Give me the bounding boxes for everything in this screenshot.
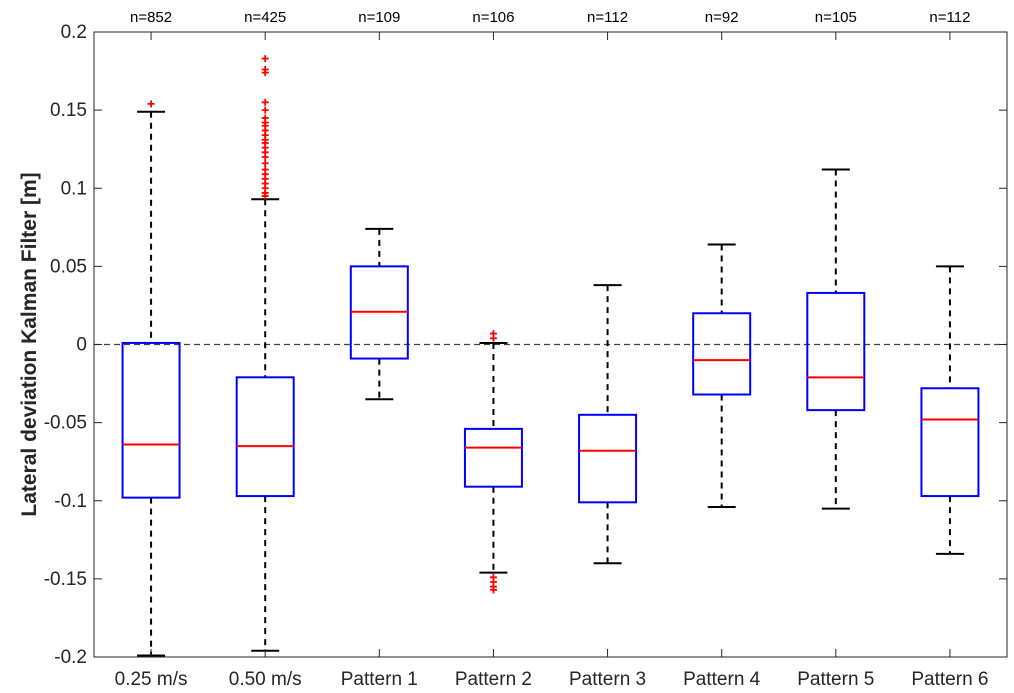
- sample-count-label: n=112: [929, 9, 970, 26]
- sample-counts: n=852 n=425 n=109 n=106 n=112 n=92 n=105 n=112: [130, 9, 970, 26]
- sample-count-label: n=852: [130, 9, 172, 26]
- y-tick-label: -0.2: [54, 647, 87, 668]
- x-tick-label: 0.25 m/s: [115, 669, 188, 690]
- box-6: [692, 243, 752, 508]
- y-tick-label: 0.2: [61, 22, 87, 43]
- outlier-marker: [261, 98, 269, 106]
- sample-count-label: n=105: [815, 9, 857, 26]
- sample-count-label: n=92: [705, 9, 739, 26]
- y-tick-label: 0.05: [50, 256, 87, 277]
- outlier-marker: [261, 106, 269, 114]
- outlier-marker: [489, 330, 497, 338]
- box-iqr: [692, 312, 752, 396]
- x-tick-label: Pattern 1: [341, 669, 418, 690]
- y-tick-label: 0.15: [50, 100, 87, 121]
- box-3: [349, 227, 409, 401]
- box-iqr: [235, 376, 295, 498]
- outlier-marker: [261, 114, 269, 122]
- x-tick-label: Pattern 3: [569, 669, 646, 690]
- y-tick-label: -0.15: [44, 569, 87, 590]
- y-axis: -0.2 -0.15 -0.1 -0.05 0 0.05 0.1 0.15 0.2: [44, 22, 1007, 668]
- box-iqr: [121, 341, 181, 499]
- sample-count-label: n=106: [472, 9, 514, 26]
- x-tick-label: Pattern 4: [683, 669, 761, 690]
- outlier-marker: [261, 166, 269, 173]
- x-axis: 0.25 m/s 0.50 m/s Pattern 1 Pattern 2 Patter…: [115, 32, 988, 690]
- box-iqr: [806, 291, 866, 412]
- box-iqr: [920, 387, 980, 498]
- outlier-marker: [261, 66, 269, 73]
- y-axis-label: Lateral deviation Kalman Filter [m]: [18, 172, 41, 516]
- sample-count-label: n=112: [587, 9, 628, 26]
- outlier-marker: [261, 159, 269, 167]
- x-tick-label: Pattern 2: [455, 669, 532, 690]
- box-iqr: [578, 413, 638, 504]
- outlier-marker: [261, 55, 269, 63]
- sample-count-label: n=425: [244, 9, 286, 26]
- plot-area-frame: [93, 31, 1008, 658]
- box-iqr: [463, 427, 523, 488]
- y-tick-label: -0.1: [54, 491, 87, 512]
- outlier-marker: [147, 100, 155, 108]
- x-tick-label: Pattern 5: [797, 669, 874, 690]
- x-tick-label: 0.50 m/s: [229, 669, 302, 690]
- outlier-marker: [489, 586, 497, 594]
- box-4: [463, 330, 523, 594]
- boxes-group: [121, 55, 980, 657]
- box-7: [806, 168, 866, 510]
- sample-count-label: n=109: [358, 9, 400, 26]
- box-5: [578, 284, 638, 565]
- x-tick-label: Pattern 6: [911, 669, 988, 690]
- box-8: [920, 265, 980, 555]
- y-tick-label: 0: [76, 335, 87, 356]
- y-tick-label: 0.1: [61, 178, 87, 199]
- box-1: [121, 100, 181, 657]
- box-2: [235, 55, 295, 652]
- y-tick-label: -0.05: [44, 413, 87, 434]
